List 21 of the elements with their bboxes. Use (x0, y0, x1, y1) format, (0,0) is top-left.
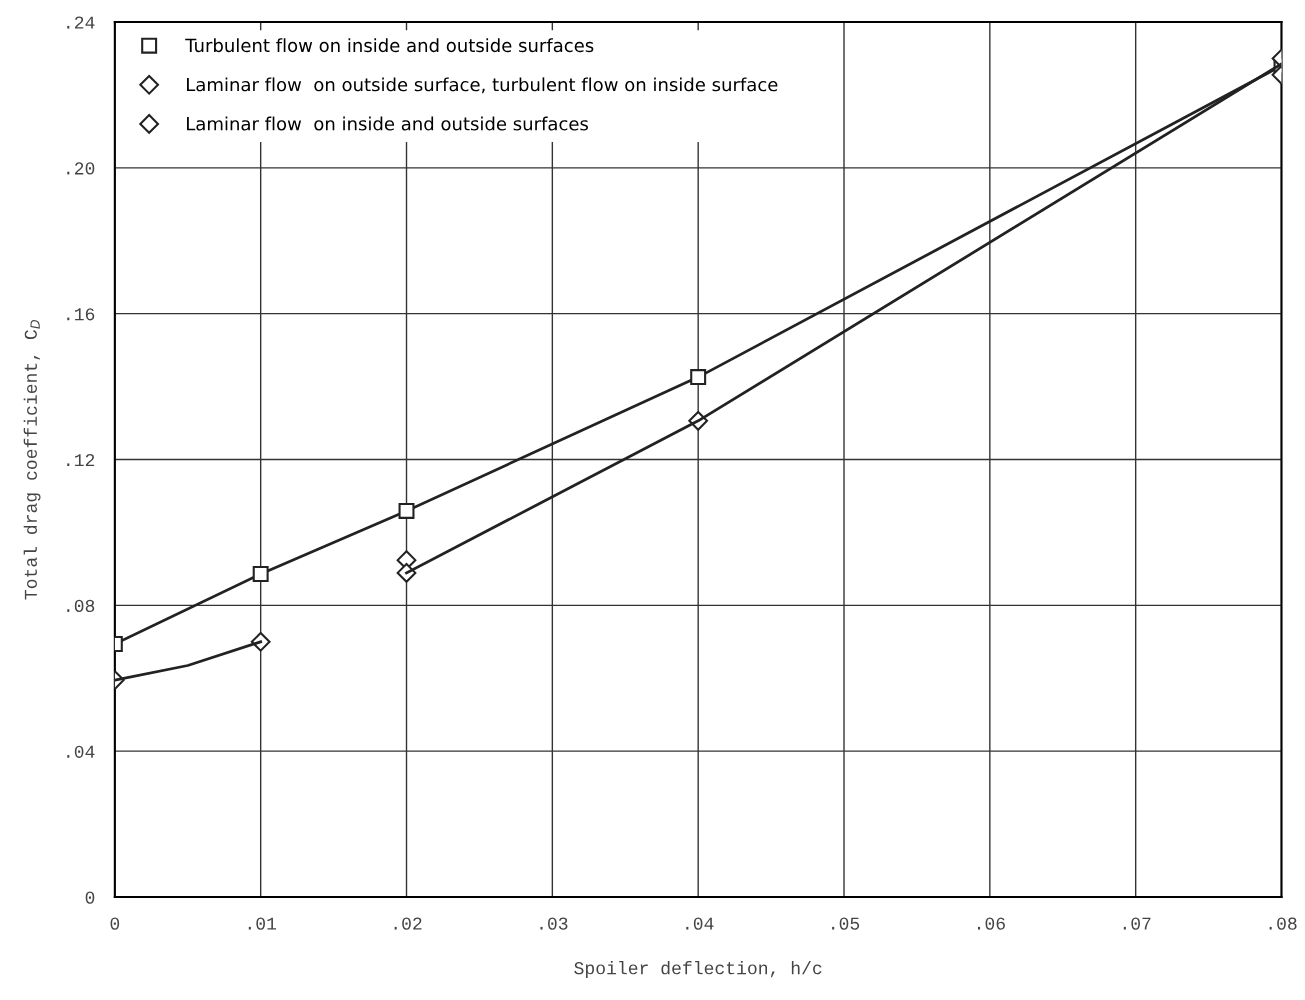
x-tick-label: .01 (248, 917, 277, 930)
y-tick-label: .20 (67, 162, 95, 175)
y-axis-title: Total drag coefficient, C$_{D}$ (23, 319, 41, 600)
legend-label: Laminar flow on outside surface, turbulent flow on inside surface (187, 77, 778, 94)
x-tick-label: .03 (540, 917, 568, 930)
x-tick-label: .07 (1123, 917, 1151, 930)
y-tick-label: .24 (67, 16, 95, 29)
y-tick-label: .12 (67, 453, 95, 467)
y-tick-label: 0 (85, 891, 95, 904)
x-tick-label: .02 (394, 917, 422, 930)
x-tick-label: 0 (110, 917, 120, 930)
legend-label: Turbulent flow on inside and outside surfaces (185, 38, 594, 53)
y-tick-label: .08 (67, 599, 95, 613)
x-tick-label: .04 (686, 917, 714, 930)
x-tick-label: .06 (977, 917, 1005, 930)
x-tick-label: .05 (832, 917, 860, 930)
legend-label: Laminar flow on inside and outside surfaces (187, 116, 589, 131)
x-axis-title: Spoiler deflection, h/c (574, 961, 822, 978)
x-tick-label: .08 (1269, 917, 1297, 930)
y-tick-label: .04 (67, 745, 95, 758)
y-tick-label: .16 (67, 308, 95, 321)
